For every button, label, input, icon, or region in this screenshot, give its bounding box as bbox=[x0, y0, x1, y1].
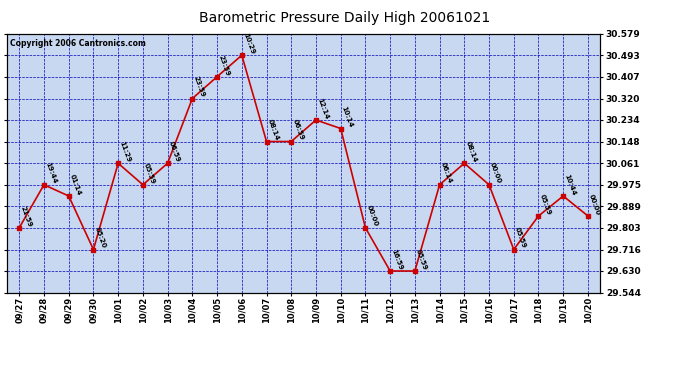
Text: 10:29: 10:29 bbox=[241, 32, 255, 55]
Text: 19:44: 19:44 bbox=[44, 162, 57, 185]
Text: Copyright 2006 Cantronics.com: Copyright 2006 Cantronics.com bbox=[10, 39, 146, 48]
Text: 06:59: 06:59 bbox=[291, 119, 304, 141]
Text: 23:59: 23:59 bbox=[193, 76, 206, 99]
Text: 08:14: 08:14 bbox=[266, 118, 280, 141]
Text: 12:14: 12:14 bbox=[316, 97, 329, 120]
Text: 05:59: 05:59 bbox=[143, 162, 156, 185]
Text: 06:59: 06:59 bbox=[168, 141, 181, 163]
Text: 00:00: 00:00 bbox=[588, 193, 601, 216]
Text: 00:00: 00:00 bbox=[366, 205, 379, 228]
Text: 21:59: 21:59 bbox=[19, 205, 32, 228]
Text: 10:44: 10:44 bbox=[563, 173, 577, 196]
Text: 00:00: 00:00 bbox=[489, 162, 502, 185]
Text: 10:14: 10:14 bbox=[341, 105, 354, 129]
Text: Barometric Pressure Daily High 20061021: Barometric Pressure Daily High 20061021 bbox=[199, 11, 491, 25]
Text: 06:14: 06:14 bbox=[440, 162, 453, 185]
Text: 05:59: 05:59 bbox=[514, 227, 527, 249]
Text: 16:59: 16:59 bbox=[390, 248, 403, 271]
Text: 05:59: 05:59 bbox=[415, 248, 428, 271]
Text: 05:20: 05:20 bbox=[93, 227, 106, 249]
Text: 05:59: 05:59 bbox=[538, 193, 551, 216]
Text: 11:29: 11:29 bbox=[118, 140, 131, 163]
Text: 01:14: 01:14 bbox=[69, 173, 82, 196]
Text: 23:59: 23:59 bbox=[217, 54, 230, 77]
Text: 08:14: 08:14 bbox=[464, 140, 477, 163]
